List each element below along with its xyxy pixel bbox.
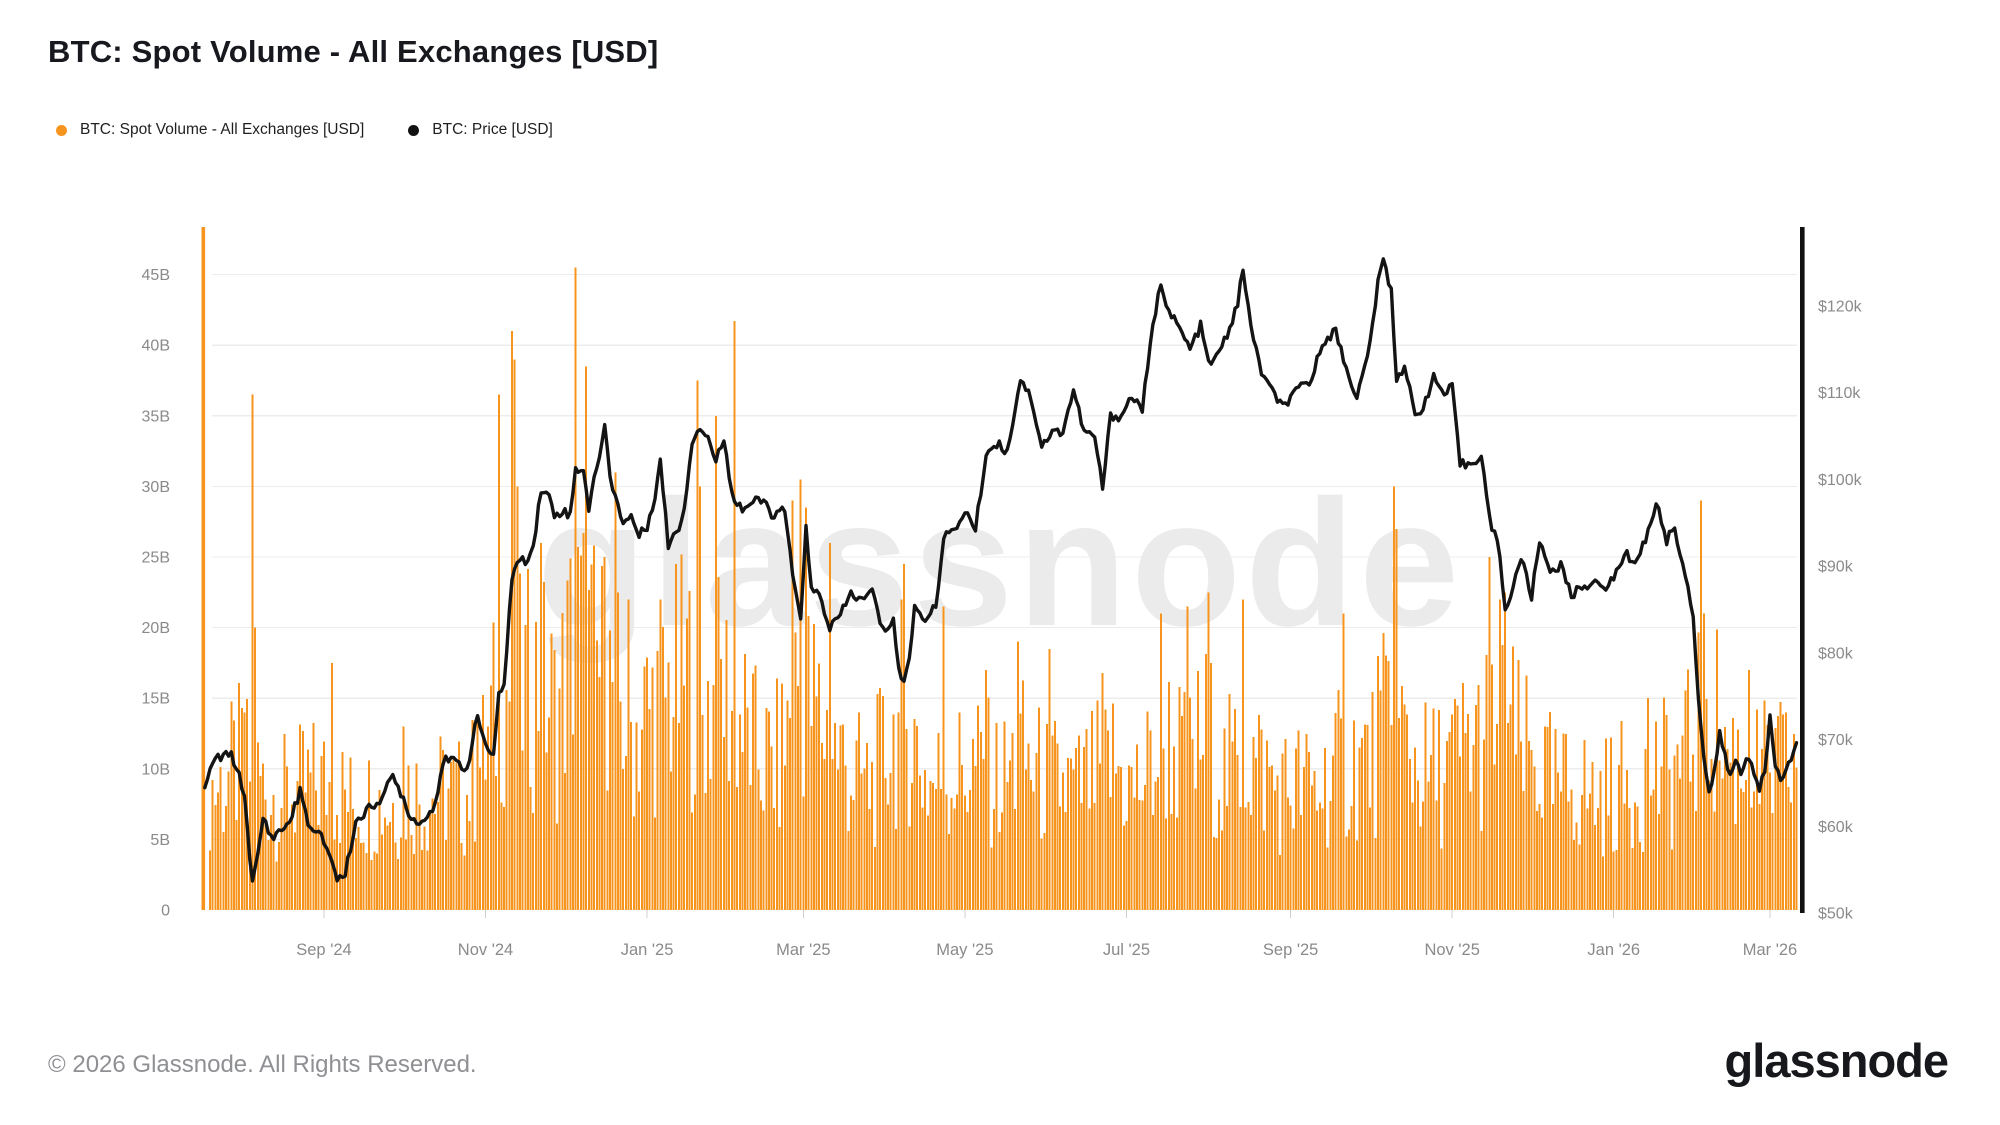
copyright-text: © 2026 Glassnode. All Rights Reserved.: [48, 1051, 477, 1078]
volume-bars: [209, 267, 1798, 910]
right-axis-labels: $50k $60k $70k $80k $90k $100k $110k $120k: [1818, 299, 1863, 923]
watermark: glassnode: [537, 463, 1463, 664]
svg-text:$60k: $60k: [1818, 819, 1854, 836]
svg-text:Jan '26: Jan '26: [1587, 941, 1640, 959]
svg-text:$80k: $80k: [1818, 645, 1854, 662]
legend-dot-price-icon: [408, 124, 420, 136]
svg-text:15B: 15B: [142, 691, 170, 708]
svg-text:Mar '26: Mar '26: [1743, 941, 1798, 959]
x-axis-labels: Sep '24 Nov '24 Jan '25 Mar '25 May '25 Jul '…: [296, 910, 1797, 959]
svg-text:30B: 30B: [142, 479, 170, 496]
svg-text:May '25: May '25: [936, 941, 993, 959]
svg-text:5B: 5B: [150, 832, 170, 849]
glassnode-logo[interactable]: glassnode: [1724, 1034, 1949, 1087]
svg-text:Sep '24: Sep '24: [296, 941, 351, 959]
left-axis-line: [201, 227, 206, 910]
svg-text:0: 0: [161, 903, 170, 920]
svg-text:Nov '25: Nov '25: [1424, 941, 1479, 959]
chart-legend: BTC: Spot Volume - All Exchanges [USD] B…: [56, 121, 553, 139]
svg-text:$110k: $110k: [1818, 385, 1861, 402]
left-axis-labels: 0 5B 10B 15B 20B 25B 30B 35B 40B 45B: [142, 267, 171, 919]
price-line: [203, 257, 1799, 883]
svg-text:$100k: $100k: [1818, 472, 1863, 489]
svg-text:$90k: $90k: [1818, 559, 1854, 576]
svg-text:$50k: $50k: [1818, 906, 1854, 923]
right-axis-line: [1800, 227, 1805, 913]
svg-text:45B: 45B: [142, 267, 170, 284]
legend-label-price: BTC: Price [USD]: [432, 121, 553, 138]
svg-text:20B: 20B: [142, 620, 170, 637]
svg-text:10B: 10B: [142, 761, 170, 778]
legend-item-price[interactable]: BTC: Price [USD]: [408, 121, 553, 139]
page-title: BTC: Spot Volume - All Exchanges [USD]: [48, 34, 659, 69]
legend-dot-volume-icon: [56, 124, 67, 136]
legend-item-spot-volume[interactable]: BTC: Spot Volume - All Exchanges [USD]: [56, 121, 364, 139]
svg-text:Sep '25: Sep '25: [1263, 941, 1318, 959]
svg-text:40B: 40B: [142, 338, 170, 355]
svg-text:Mar '25: Mar '25: [776, 941, 831, 959]
svg-text:Jan '25: Jan '25: [621, 941, 674, 959]
svg-text:Jul '25: Jul '25: [1103, 941, 1150, 959]
svg-text:25B: 25B: [142, 550, 170, 567]
svg-text:35B: 35B: [142, 408, 170, 425]
legend-label-spot-volume: BTC: Spot Volume - All Exchanges [USD]: [80, 121, 365, 138]
svg-text:Nov '24: Nov '24: [458, 941, 513, 959]
svg-text:$120k: $120k: [1818, 299, 1863, 316]
svg-text:$70k: $70k: [1818, 732, 1854, 749]
